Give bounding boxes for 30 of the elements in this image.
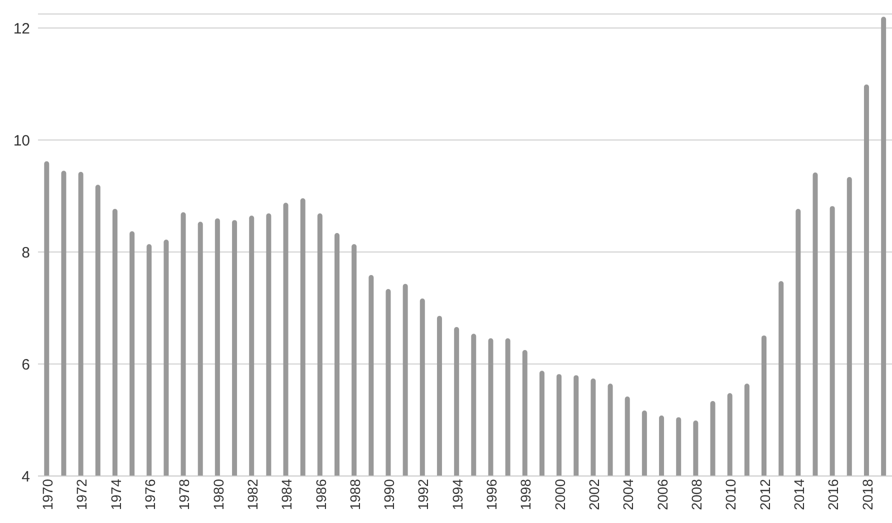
y-tick-label: 12 (13, 20, 30, 38)
x-tick-label: 2008 (688, 478, 705, 510)
x-tick-label: 2000 (552, 478, 568, 510)
x-tick-label: 2002 (586, 478, 602, 510)
x-tick-label: 1996 (484, 478, 500, 510)
y-tick-label: 6 (22, 356, 30, 374)
x-tick-label: 2016 (825, 478, 842, 510)
x-tick-label: 1980 (210, 478, 226, 510)
x-tick-label: 2006 (654, 478, 670, 510)
x-tick-label: 1984 (278, 478, 295, 510)
x-tick-label: 2012 (756, 478, 773, 510)
x-tick-label: 1970 (39, 478, 56, 510)
y-tick-label: 8 (22, 244, 30, 262)
x-tick-label: 1976 (142, 478, 158, 510)
x-tick-label: 1972 (74, 478, 90, 510)
x-tick-label: 1982 (244, 478, 260, 510)
x-tick-label: 1986 (312, 478, 329, 510)
x-tick-label: 1994 (449, 478, 466, 510)
x-tick-label: 2010 (722, 478, 739, 510)
x-tick-label: 1990 (381, 478, 398, 510)
x-tick-label: 1988 (346, 478, 363, 510)
x-tick-label: 1974 (108, 478, 124, 510)
x-tick-label: 2014 (791, 478, 807, 510)
y-tick-label: 10 (13, 132, 30, 150)
x-tick-label: 2018 (859, 478, 876, 510)
y-tick-label: 4 (22, 468, 30, 486)
x-tick-label: 1998 (518, 478, 534, 510)
x-tick-label: 1978 (176, 478, 192, 510)
x-tick-label: 2004 (620, 478, 636, 510)
x-tick-label: 1992 (415, 478, 432, 510)
